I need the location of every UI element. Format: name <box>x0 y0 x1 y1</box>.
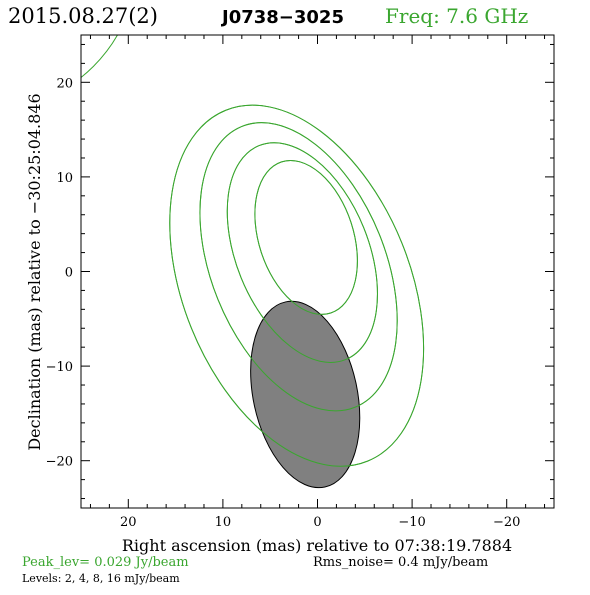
contour-over-beam-group <box>226 142 378 363</box>
y-tick-label: 20 <box>56 76 73 91</box>
x-tick-label: −20 <box>493 515 520 530</box>
contour-over-beam <box>254 159 358 315</box>
y-tick-label: −20 <box>46 455 73 470</box>
tick-layer: 20 10 0 −10 −20 20 10 0 −10 −20 <box>46 35 554 530</box>
rms-noise-label: Rms_noise= 0.4 mJy/beam <box>313 555 488 570</box>
contour-over-beam-group <box>199 122 398 412</box>
beam-ellipse <box>250 300 361 489</box>
x-axis-label: Right ascension (mas) relative to 07:38:… <box>122 536 512 555</box>
contour-over-beam <box>226 142 378 363</box>
y-axis-label: Declination (mas) relative to −30:25:04.… <box>25 93 44 450</box>
y-tick-label: 10 <box>56 171 73 186</box>
frequency-label: Freq: 7.6 GHz <box>385 4 528 28</box>
x-tick-label: 20 <box>120 515 137 530</box>
contour-over-beam <box>169 104 425 467</box>
contour-over-beam-group <box>254 159 358 315</box>
contour-over-beam <box>199 122 398 412</box>
contour-over-beam-group <box>169 104 425 467</box>
beam-layer <box>169 104 425 489</box>
contour-levels-label: Levels: 2, 4, 8, 16 mJy/beam <box>22 572 180 585</box>
peak-level-label: Peak_lev= 0.029 Jy/beam <box>22 555 189 570</box>
x-tick-label: 10 <box>215 515 232 530</box>
x-tick-label: 0 <box>313 515 321 530</box>
x-tick-label: −10 <box>398 515 425 530</box>
y-tick-label: 0 <box>65 266 73 281</box>
epoch-label: 2015.08.27(2) <box>8 4 158 28</box>
source-name: J0738−3025 <box>220 7 344 28</box>
y-tick-label: −10 <box>46 360 73 375</box>
